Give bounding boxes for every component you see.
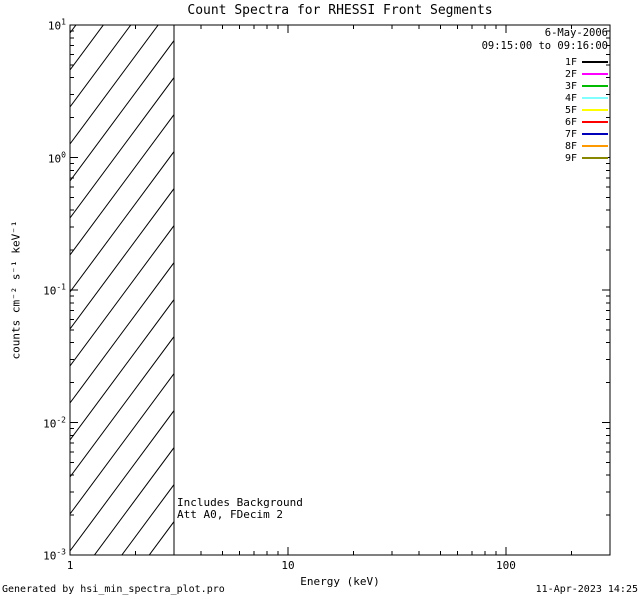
legend-entry: 2F bbox=[482, 68, 608, 80]
legend-entry-label: 4F bbox=[564, 92, 577, 104]
legend-entry-color-line bbox=[582, 97, 608, 99]
y-tick-label: 10-3 bbox=[43, 547, 66, 563]
x-axis-title: Energy (keV) bbox=[300, 575, 380, 588]
plot-annotations: Includes Background Att A0, FDecim 2 bbox=[177, 497, 303, 521]
legend-entry: 4F bbox=[482, 92, 608, 104]
legend-entry-color-line bbox=[582, 133, 608, 135]
hatched-region bbox=[70, 25, 175, 555]
legend-entry-label: 9F bbox=[564, 152, 577, 164]
legend-entry-color-line bbox=[582, 145, 608, 147]
legend-entry: 6F bbox=[482, 116, 608, 128]
legend: 6-May-2006 09:15:00 to 09:16:00 1F 2F 3F 4F… bbox=[482, 27, 608, 164]
legend-entry: 1F bbox=[482, 56, 608, 68]
legend-entry-label: 3F bbox=[564, 80, 577, 92]
legend-entry: 3F bbox=[482, 80, 608, 92]
legend-entries: 1F 2F 3F 4F 5F 6F 7F 8F 9F bbox=[482, 56, 608, 164]
legend-entry-color-line bbox=[582, 121, 608, 123]
legend-time-range: 09:15:00 to 09:16:00 bbox=[481, 40, 608, 52]
x-tick-label: 100 bbox=[496, 559, 516, 572]
y-tick-label: 100 bbox=[47, 150, 66, 165]
generation-timestamp: 11-Apr-2023 14:25 bbox=[535, 584, 638, 595]
legend-entry-color-line bbox=[582, 73, 608, 75]
legend-entry: 8F bbox=[482, 140, 608, 152]
attenuator-note: Att A0, FDecim 2 bbox=[177, 508, 283, 521]
x-tick-label: 10 bbox=[281, 559, 295, 572]
background-note: Includes Background bbox=[177, 496, 303, 509]
x-tick-label: 1 bbox=[66, 559, 74, 572]
legend-entry-label: 6F bbox=[564, 116, 577, 128]
y-tick-label: 10-2 bbox=[43, 415, 66, 430]
legend-date: 6-May-2006 bbox=[544, 27, 608, 39]
legend-entry-color-line bbox=[582, 157, 608, 159]
legend-entry-color-line bbox=[582, 61, 608, 63]
y-tick-label: 10-1 bbox=[43, 282, 66, 298]
legend-entry: 7F bbox=[482, 128, 608, 140]
legend-entry: 5F bbox=[482, 104, 608, 116]
generated-by-text: Generated by hsi_min_spectra_plot.pro bbox=[2, 584, 225, 595]
legend-entry-label: 1F bbox=[564, 56, 577, 68]
legend-entry-color-line bbox=[582, 109, 608, 111]
legend-entry-label: 5F bbox=[564, 104, 577, 116]
legend-entry-color-line bbox=[582, 85, 608, 87]
legend-entry-label: 8F bbox=[564, 140, 577, 152]
legend-entry-label: 2F bbox=[564, 68, 577, 80]
legend-entry-label: 7F bbox=[564, 128, 577, 140]
chart-title: Count Spectra for RHESSI Front Segments bbox=[187, 3, 493, 18]
y-tick-label: 101 bbox=[47, 17, 66, 33]
legend-entry: 9F bbox=[482, 152, 608, 164]
y-axis-title: counts cm⁻² s⁻¹ keV⁻¹ bbox=[9, 220, 23, 360]
